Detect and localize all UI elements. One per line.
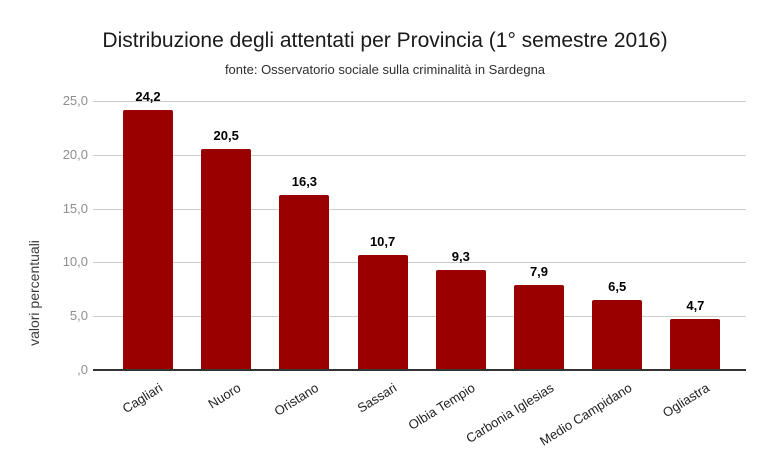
bar — [592, 300, 643, 370]
bar-value-label: 16,3 — [291, 173, 318, 189]
bar — [279, 194, 330, 370]
gridline — [93, 154, 746, 156]
x-axis-category-label: Sassari — [354, 380, 400, 416]
y-axis-tick-label: 20,0 — [62, 146, 88, 162]
chart-subtitle: fonte: Osservatorio sociale sulla crimin… — [224, 62, 546, 77]
gridline — [93, 262, 746, 264]
y-axis-tick-label: ,0 — [77, 362, 88, 377]
bar-value-label: 4,7 — [686, 298, 705, 314]
bar — [201, 149, 252, 370]
x-axis-category-label: Oristano — [271, 380, 322, 419]
gridline — [93, 208, 746, 210]
x-axis-line — [93, 369, 746, 371]
y-axis-tick-label: 10,0 — [62, 254, 88, 270]
bar — [123, 109, 173, 370]
bar — [670, 319, 721, 370]
x-axis-category-label: Olbia Tempio — [405, 380, 478, 433]
gridline — [93, 101, 746, 102]
x-axis-category-label: Nuoro — [205, 380, 244, 412]
x-axis-category-label: Cagliari — [119, 380, 165, 417]
y-axis-title: valori percentuali — [26, 240, 42, 346]
gridline — [93, 316, 746, 318]
y-axis-tick-label: 15,0 — [62, 200, 88, 216]
y-axis-tick-label: 5,0 — [69, 308, 88, 324]
bar — [357, 254, 408, 370]
chart-title: Distribuzione degli attentati per Provin… — [102, 29, 668, 52]
bar — [435, 269, 486, 370]
bar-value-label: 6,5 — [608, 279, 627, 295]
bar-value-label: 24,2 — [135, 88, 161, 104]
bar-value-label: 20,5 — [213, 128, 239, 144]
y-axis-tick-label: 25,0 — [62, 93, 88, 108]
bar-value-label: 7,9 — [529, 263, 549, 279]
bar-value-label: 10,7 — [369, 233, 396, 249]
bar — [514, 284, 564, 370]
x-axis-category-label: Ogliastra — [660, 380, 713, 421]
bar-value-label: 9,3 — [451, 248, 470, 264]
